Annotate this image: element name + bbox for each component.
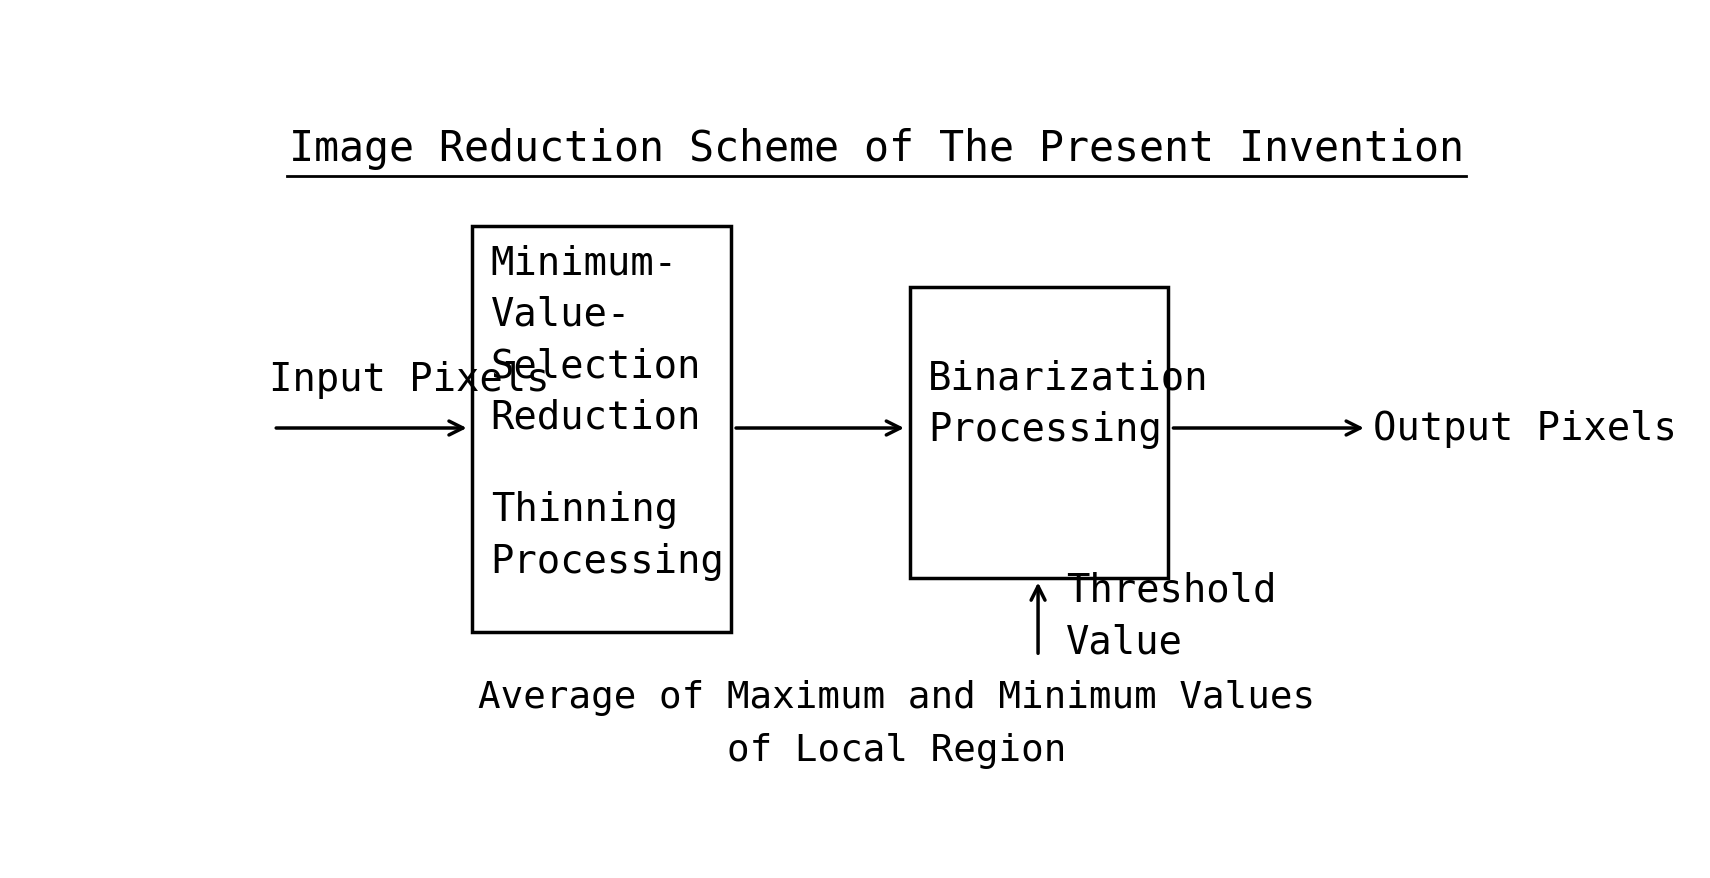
Text: Binarization
Processing: Binarization Processing (929, 359, 1209, 449)
Text: Image Reduction Scheme of The Present Invention: Image Reduction Scheme of The Present In… (289, 128, 1464, 170)
Bar (910, 288, 1168, 579)
Text: Input Pixels: Input Pixels (270, 360, 551, 398)
Bar (472, 227, 730, 633)
Text: Thinning
Processing: Thinning Processing (491, 491, 725, 580)
Text: Average of Maximum and Minimum Values
of Local Region: Average of Maximum and Minimum Values of… (477, 680, 1315, 768)
Text: Output Pixels: Output Pixels (1373, 409, 1678, 448)
Text: Minimum-
Value-
Selection
Reduction: Minimum- Value- Selection Reduction (491, 244, 701, 436)
Text: Threshold
Value: Threshold Value (1065, 571, 1276, 660)
